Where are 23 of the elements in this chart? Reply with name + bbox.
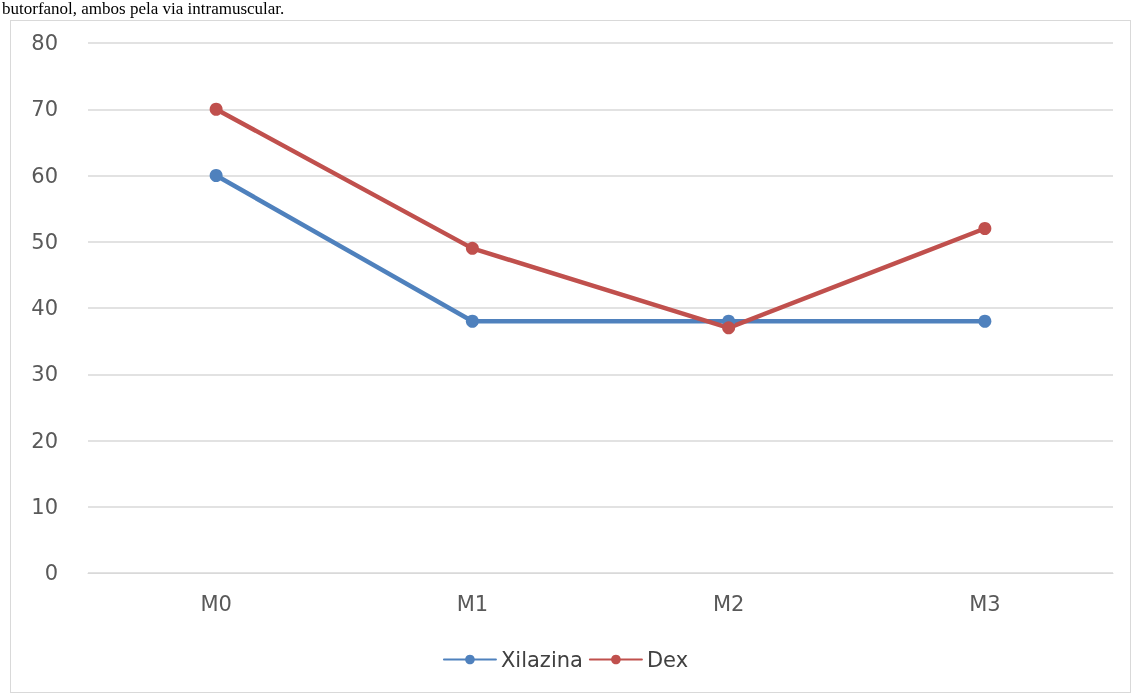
y-tick-label: 60 xyxy=(31,163,58,188)
point xyxy=(722,321,736,335)
x-tick-label: M0 xyxy=(200,591,232,616)
y-tick-label: 30 xyxy=(31,362,58,387)
y-tick-label: 10 xyxy=(31,494,58,519)
y-tick-label: 0 xyxy=(44,561,58,585)
legend-label: Dex xyxy=(646,647,689,672)
y-tick-label: 80 xyxy=(31,31,58,55)
point xyxy=(465,241,479,255)
y-tick-label: 50 xyxy=(31,229,58,254)
y-tick-label: 70 xyxy=(31,97,58,122)
x-tick-label: M2 xyxy=(712,591,745,616)
x-tick-label: M1 xyxy=(456,591,489,616)
x-tick-label: M3 xyxy=(969,591,1001,616)
point xyxy=(465,314,479,328)
y-tick-label: 20 xyxy=(31,428,58,453)
text: butorfanol, ambos pela via intramuscular. xyxy=(2,0,285,18)
legend-label: Xilazina xyxy=(500,647,583,672)
point xyxy=(978,222,992,235)
point xyxy=(209,102,223,116)
point xyxy=(978,314,992,328)
y-tick-label: 40 xyxy=(31,296,58,320)
point xyxy=(209,169,223,182)
